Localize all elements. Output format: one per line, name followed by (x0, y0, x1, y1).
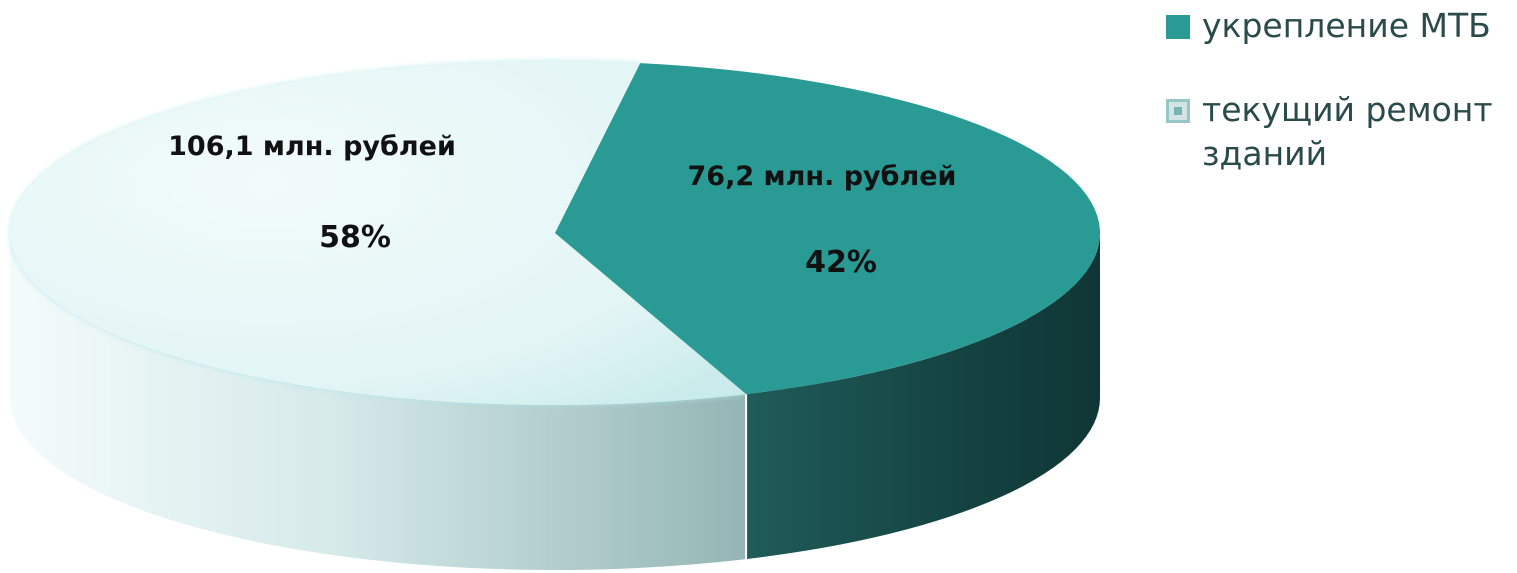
slice-mtb-group (555, 63, 1101, 395)
slice-repair-side (10, 233, 747, 570)
legend-item-repair: текущий ремонт зданий (1166, 88, 1511, 176)
legend-label-mtb: укрепление МТБ (1202, 6, 1491, 45)
pie-plot-area: 106,1 млн. рублей 58% 76,2 млн. рублей 42% (10, 60, 1101, 570)
legend-label-repair: текущий ремонт зданий (1202, 90, 1493, 173)
slice-repair-value-label: 106,1 млн. рублей (168, 131, 456, 162)
legend-item-mtb: укрепление МТБ (1166, 4, 1511, 48)
slice-mtb-top (555, 63, 1101, 395)
legend-swatch-mtb (1166, 15, 1190, 39)
slice-repair-top (10, 60, 747, 405)
slice-mtb-percent-label: 42% (805, 245, 877, 280)
slice-mtb-value-label: 76,2 млн. рублей (688, 161, 957, 192)
legend: укрепление МТБ текущий ремонт зданий (1166, 4, 1511, 216)
slice-repair-percent-label: 58% (319, 220, 391, 255)
slice-mtb-side (746, 233, 1100, 560)
legend-swatch-repair (1166, 99, 1190, 123)
